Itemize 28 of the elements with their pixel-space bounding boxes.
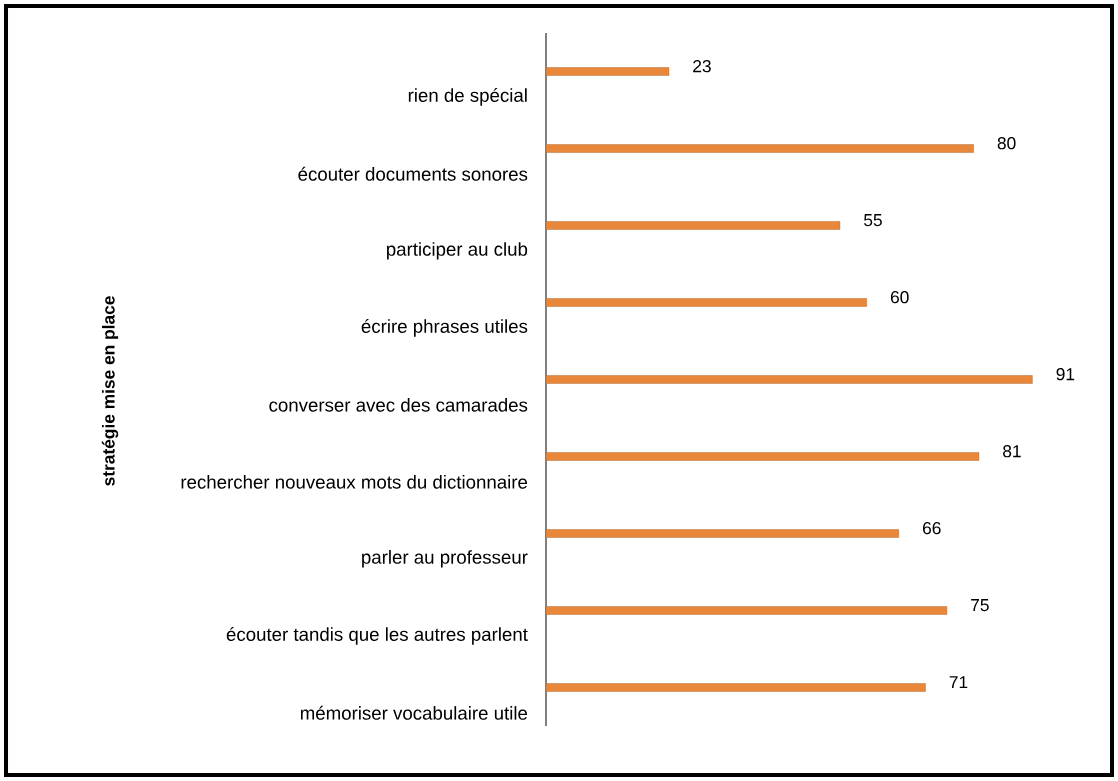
bar (545, 375, 1033, 384)
y-tick-label: parler au professeur (362, 550, 528, 568)
y-tick-label: écrire phrases utiles (361, 319, 528, 337)
data-label: 91 (1056, 368, 1075, 381)
y-tick-label: écouter documents sonores (298, 166, 528, 181)
bar (545, 144, 974, 153)
y-tick-label: participer au club (387, 242, 528, 260)
data-label: 71 (949, 676, 968, 689)
y-axis-title: stratégie mise en place (101, 296, 119, 486)
bar (545, 683, 926, 692)
data-label: 66 (923, 522, 941, 535)
data-label: 80 (997, 137, 1016, 150)
bar (545, 606, 948, 615)
bar (545, 529, 899, 538)
data-label: 81 (1003, 445, 1021, 458)
bar (545, 298, 867, 307)
data-label: 75 (971, 599, 989, 612)
data-label: 55 (864, 214, 882, 227)
y-tick-label: rien de spécial (408, 88, 527, 106)
y-tick-label: converser avec des camarades (269, 397, 528, 412)
bar (545, 221, 841, 230)
y-tick-label: écouter tandis que les autres parlent (226, 627, 528, 645)
y-tick-label: mémoriser vocabulaire utile (300, 705, 528, 720)
data-label: 60 (890, 291, 909, 304)
bar (545, 452, 980, 461)
y-tick-label: rechercher nouveaux mots du dictionnaire (181, 474, 528, 489)
bar (545, 67, 670, 76)
data-label: 23 (693, 60, 711, 73)
